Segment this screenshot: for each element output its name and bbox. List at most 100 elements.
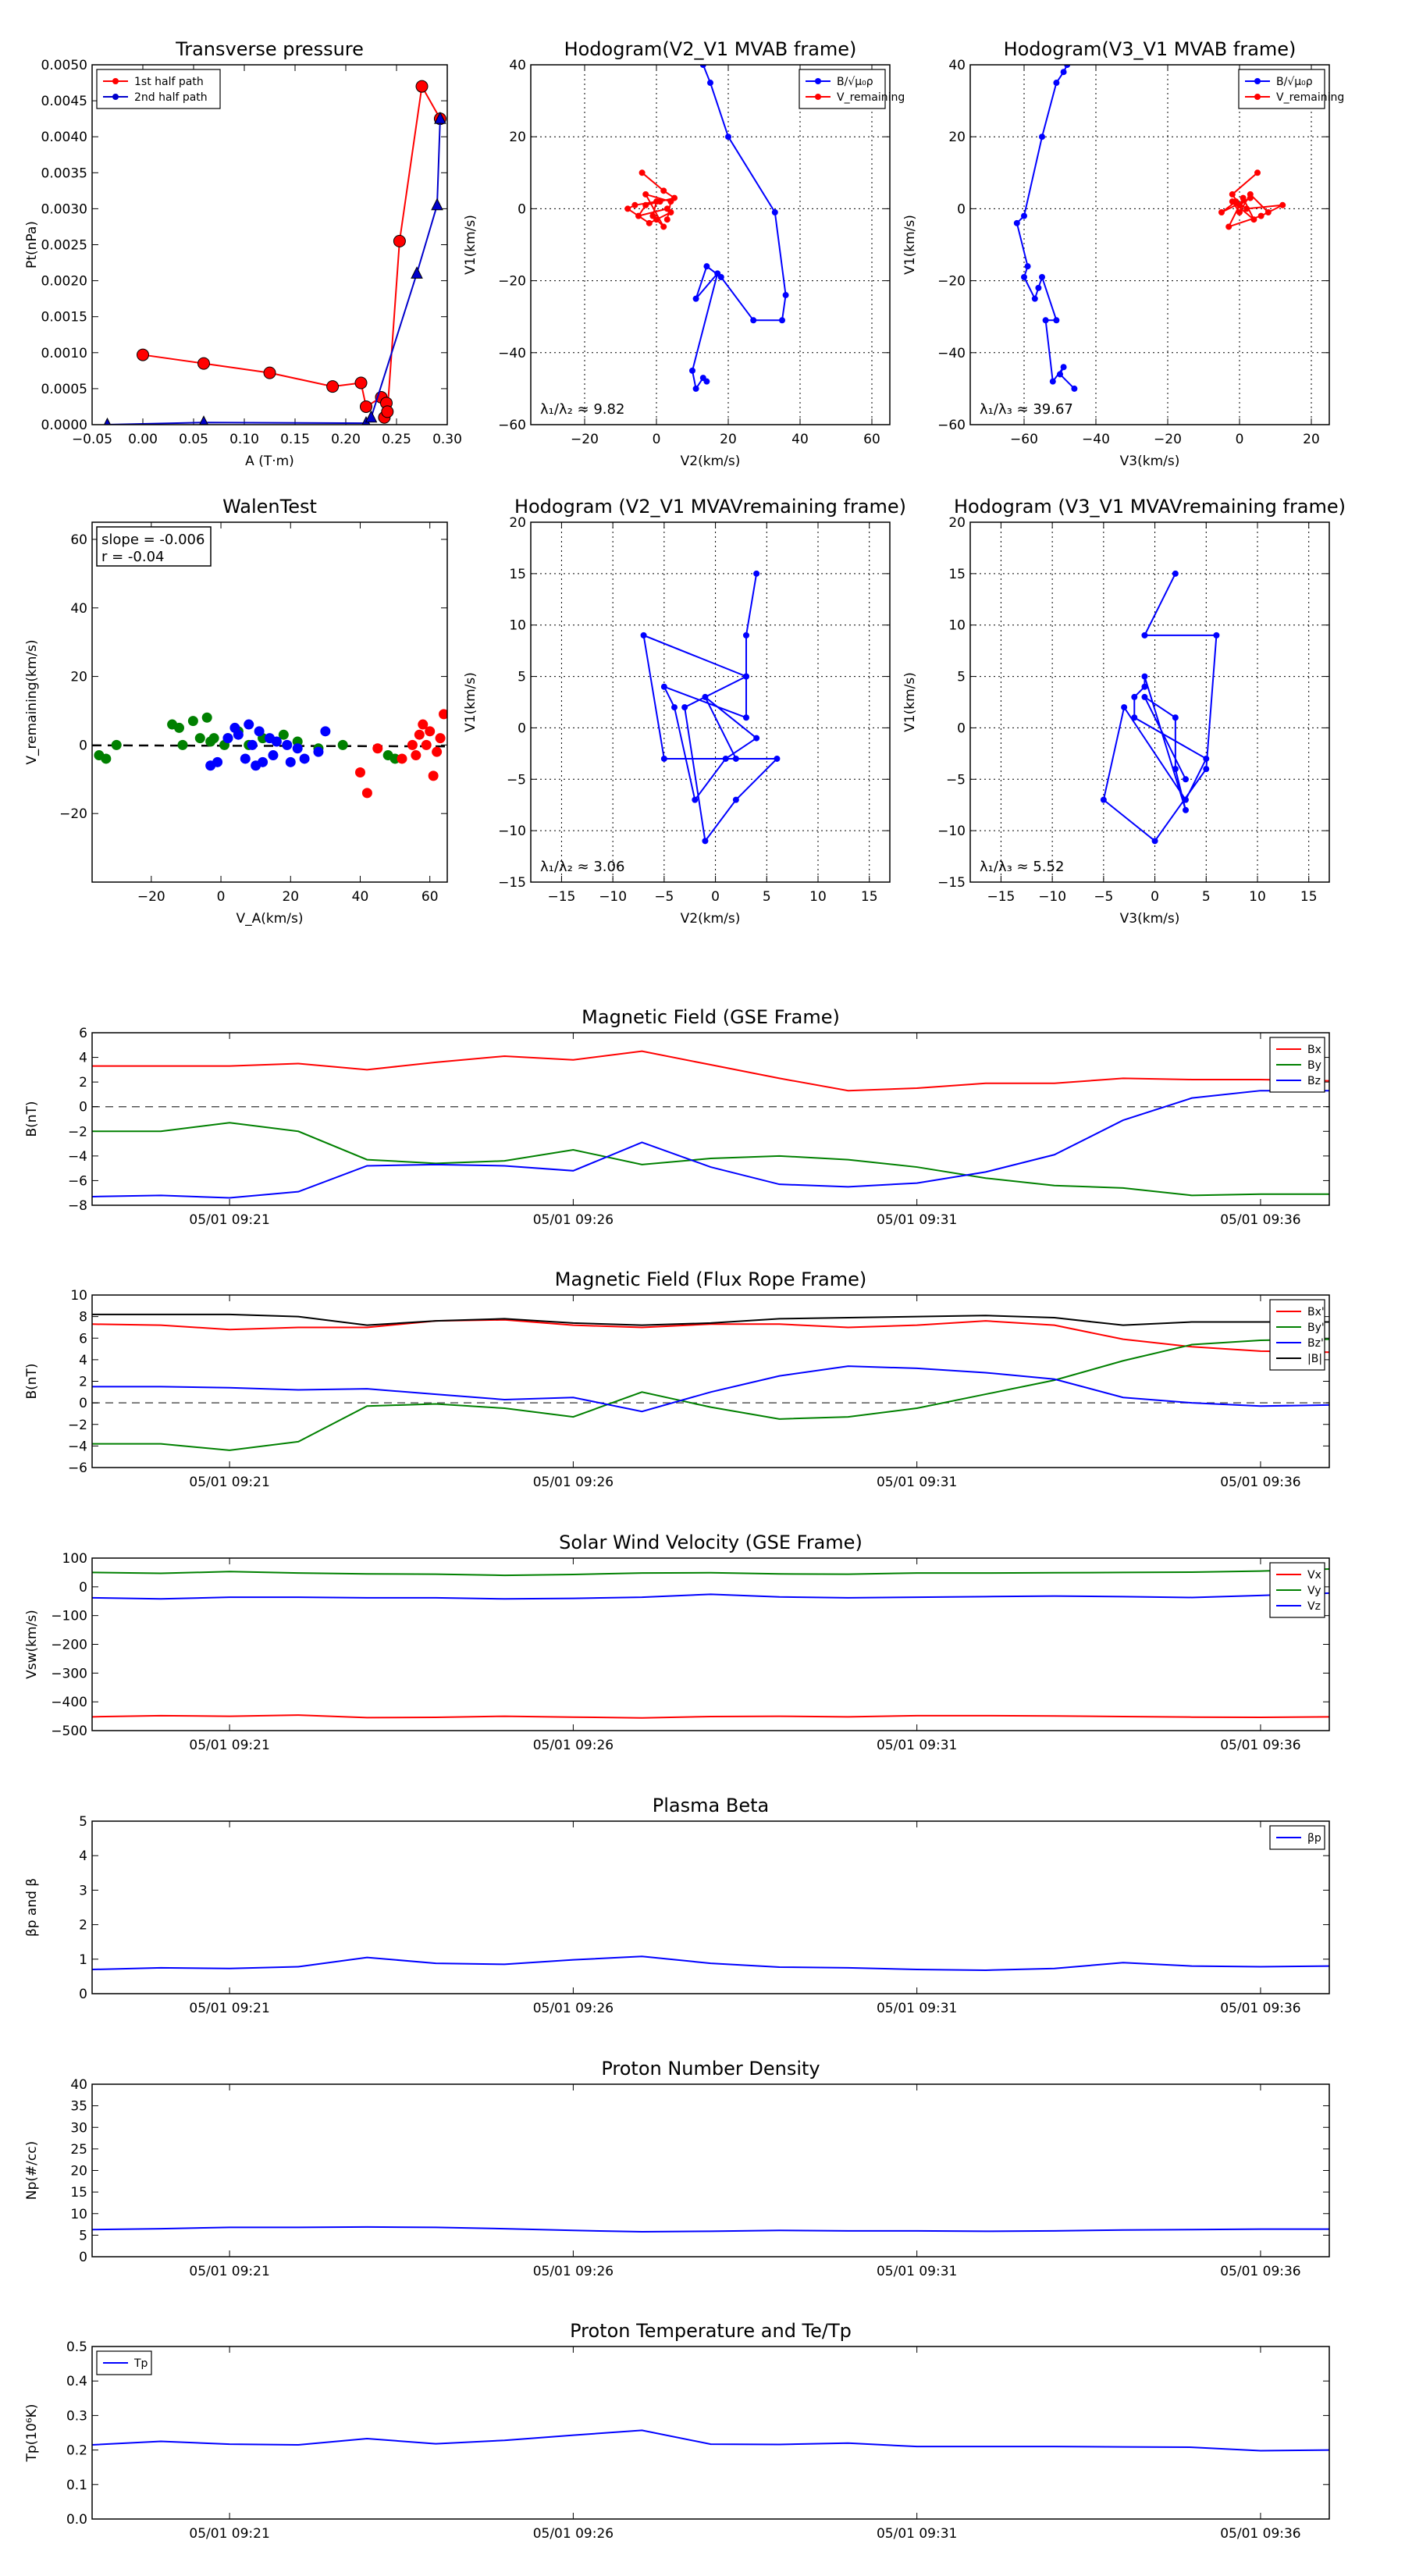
x-tick-label: 05/01 09:36	[1220, 1738, 1300, 1753]
data-point	[660, 223, 667, 230]
y-tick-label: −4	[68, 1149, 87, 1165]
series-line-Bz	[92, 1090, 1329, 1199]
y-tick-label: 10	[948, 618, 966, 634]
plot-frame	[969, 521, 1330, 883]
data-point	[722, 755, 729, 762]
data-point	[663, 216, 670, 223]
data-point	[1218, 209, 1225, 216]
data-point	[201, 712, 212, 723]
data-point	[1229, 190, 1236, 197]
data-point	[354, 767, 365, 778]
y-tick-label: 3	[79, 1883, 87, 1898]
y-axis-label: V_remaining(km/s)	[24, 639, 40, 764]
data-point	[642, 201, 649, 208]
x-tick-label: 0	[1236, 432, 1244, 447]
x-tick-label: 15	[861, 889, 878, 905]
data-point	[337, 739, 348, 750]
x-tick-label: −20	[571, 432, 599, 447]
y-tick-label: 100	[62, 1551, 87, 1567]
data-point	[233, 729, 244, 740]
plot-frame	[91, 1032, 1330, 1206]
data-point	[313, 746, 324, 757]
data-point	[692, 796, 699, 803]
panel-h2: Hodogram(V3_V1 MVAB frame) −60 −40 −20 0 20 −6…	[902, 38, 1344, 469]
data-point	[702, 838, 709, 845]
lambda-ratio-label: λ₁/λ₂ ≈ 3.06	[540, 859, 624, 875]
plot-area	[624, 65, 789, 392]
y-tick-label: −15	[498, 875, 526, 891]
series-line-B	[642, 573, 779, 843]
data-point	[631, 201, 638, 208]
plot-area	[92, 1313, 1329, 1451]
series-line-B	[1102, 573, 1218, 842]
legend-marker	[1254, 78, 1261, 84]
data-point	[428, 770, 439, 781]
x-tick-label: 05/01 09:31	[877, 1475, 957, 1490]
series-line-Bz'	[92, 1365, 1329, 1413]
x-tick-label: 10	[809, 889, 827, 905]
x-tick-label: 05/01 09:31	[877, 2001, 957, 2016]
data-point	[660, 683, 667, 690]
data-point	[646, 219, 653, 226]
data-point	[663, 205, 670, 212]
x-tick-label: 0	[653, 432, 661, 447]
plot-frame	[91, 1294, 1330, 1468]
data-point	[699, 375, 706, 382]
x-tick-label: −5	[654, 889, 674, 905]
stats-line: slope = -0.006	[101, 532, 205, 548]
chart-title: Hodogram(V2_V1 MVAB frame)	[564, 38, 857, 60]
data-point	[194, 733, 205, 744]
data-point	[1172, 714, 1179, 721]
data-point	[1229, 198, 1236, 205]
data-point	[1203, 766, 1210, 773]
y-tick-label: 35	[70, 2099, 87, 2115]
x-tick-label: 0.05	[179, 432, 208, 447]
plot-area	[94, 709, 447, 799]
y-tick-label: 40	[70, 2077, 87, 2093]
data-point	[689, 367, 695, 374]
series-line-Vz	[92, 1592, 1329, 1600]
x-tick-label: 05/01 09:26	[533, 1738, 614, 1753]
data-point	[753, 570, 760, 577]
data-point	[177, 739, 188, 750]
series-line-By	[92, 1122, 1329, 1197]
y-tick-label: −60	[937, 418, 966, 433]
legend-label: Vy	[1307, 1585, 1321, 1597]
x-tick-label: 05/01 09:36	[1220, 2264, 1300, 2279]
data-point	[1250, 216, 1257, 223]
chart-title: Magnetic Field (GSE Frame)	[582, 1006, 840, 1028]
y-tick-label: 4	[79, 1353, 87, 1368]
x-axis-label: V3(km/s)	[1120, 454, 1180, 469]
panel-walen: WalenTest −20 0 20 40 60 −20 0 20 40 60 V_A(km/s) V_…	[24, 496, 448, 927]
series-line-Vy	[92, 1567, 1329, 1577]
legend-label: |B|	[1307, 1353, 1322, 1365]
data-point	[1100, 796, 1107, 803]
y-tick-label: 10	[509, 618, 526, 634]
data-point	[197, 357, 210, 370]
data-point	[1071, 385, 1078, 392]
data-point	[101, 753, 112, 764]
y-tick-label: 0.0040	[41, 130, 87, 145]
y-tick-label: 6	[79, 1331, 87, 1347]
plot-frame	[91, 2083, 1330, 2258]
data-point	[743, 632, 749, 639]
y-tick-label: −8	[68, 1198, 87, 1214]
data-point	[421, 739, 432, 750]
y-tick-label: −5	[946, 772, 966, 788]
y-tick-label: −10	[937, 824, 966, 839]
legend-label: Bz	[1307, 1075, 1321, 1087]
y-tick-label: 25	[70, 2142, 87, 2158]
data-point	[771, 209, 778, 216]
y-tick-label: −15	[937, 875, 966, 891]
data-point	[649, 212, 656, 219]
data-point	[1021, 212, 1027, 219]
y-tick-label: 5	[79, 1814, 87, 1830]
y-tick-label: 1	[79, 1952, 87, 1968]
data-point	[1021, 273, 1027, 280]
legend-marker	[112, 94, 119, 100]
data-point	[707, 80, 713, 87]
plot-frame	[91, 1557, 1330, 1731]
legend-label: Tp	[133, 2357, 148, 2370]
y-tick-label: 20	[70, 670, 87, 685]
data-point	[743, 673, 749, 680]
